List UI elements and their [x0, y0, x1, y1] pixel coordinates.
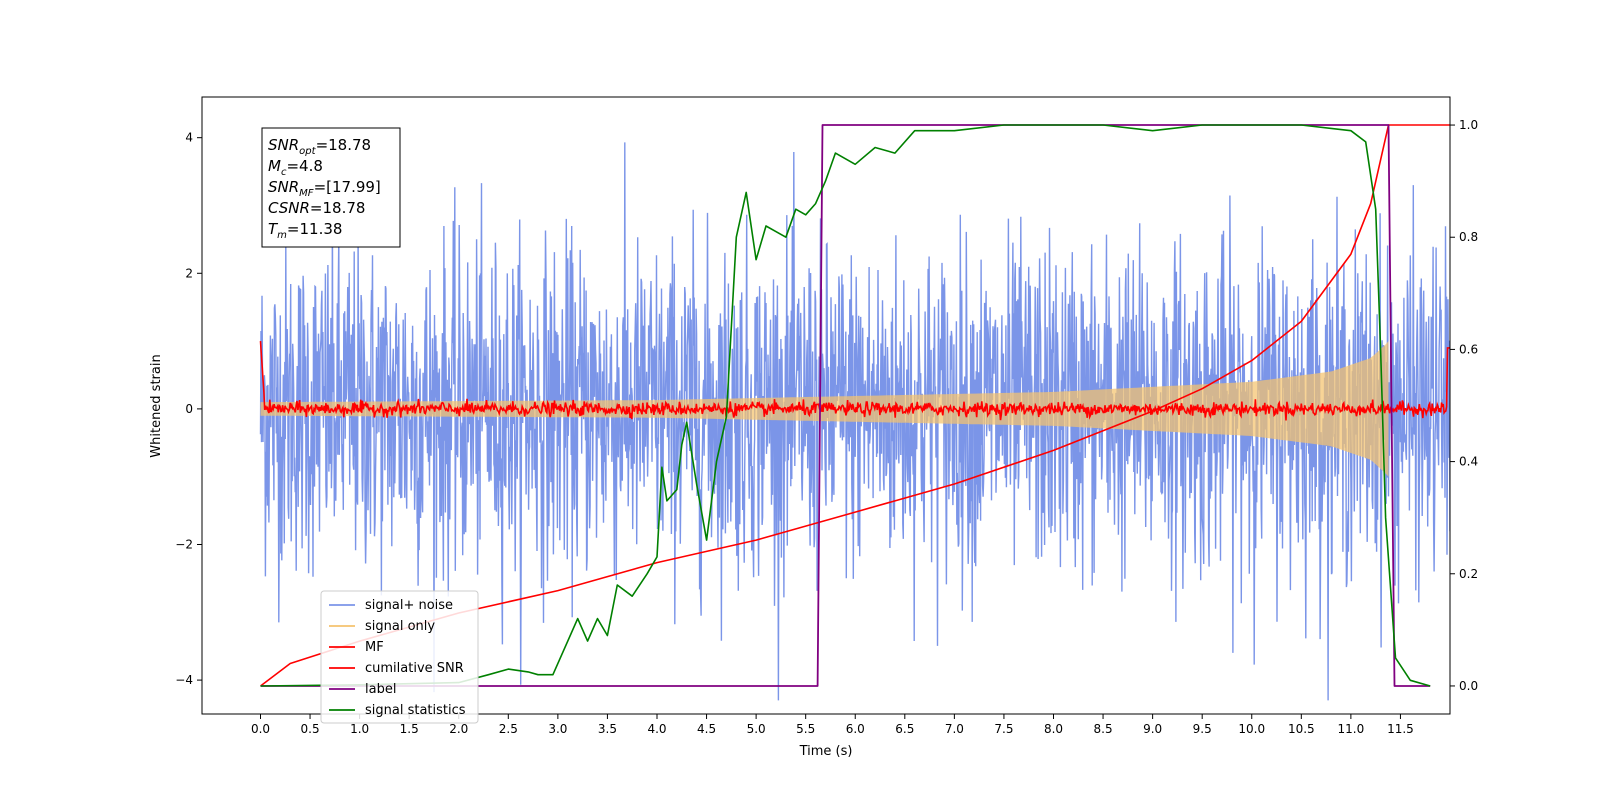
- axes-frame: [201, 96, 1451, 715]
- y-tick-label: 2: [185, 266, 193, 280]
- series-signal-statistics: [260, 124, 1431, 687]
- y2-tick-label: 0.2: [1459, 567, 1478, 581]
- x-tick-label: 1.5: [400, 722, 419, 736]
- x-tick-label: 7.5: [994, 722, 1013, 736]
- x-tick-label: 11.5: [1387, 722, 1414, 736]
- x-tick-label: 8.5: [1094, 722, 1113, 736]
- x-tick-label: 7.0: [945, 722, 964, 736]
- x-tick-label: 2.0: [449, 722, 468, 736]
- legend-label: label: [365, 682, 396, 697]
- y-axis-left: 4 2 0 −2 −4: [175, 131, 202, 687]
- series-signal-only: [260, 341, 1389, 477]
- x-tick-label: 11.0: [1338, 722, 1365, 736]
- y2-tick-label: 1.0: [1459, 118, 1478, 132]
- annotation-line: Mc=4.8: [268, 157, 323, 178]
- y-tick-label: −4: [175, 673, 193, 687]
- x-tick-label: 6.0: [846, 722, 865, 736]
- y-tick-label: 4: [185, 131, 193, 145]
- x-axis: 0.0 0.5 1.0 1.5 2.0 2.5 3.0 3.5 4.0 4.5 5.0 5.5 6.0 6…: [251, 714, 1414, 736]
- y2-tick-label: 0.0: [1459, 679, 1478, 693]
- series-mf: [259, 341, 1450, 421]
- annotation-line: SNRMF=[17.99]: [268, 178, 381, 199]
- x-axis-label: Time (s): [799, 744, 853, 759]
- x-tick-label: 0.5: [301, 722, 320, 736]
- legend-label: cumilative SNR: [365, 661, 464, 676]
- legend: signal+ noise signal only MF cumilative SNR…: [320, 590, 479, 724]
- x-tick-label: 9.0: [1143, 722, 1162, 736]
- legend-label: signal only: [365, 619, 435, 634]
- y-axis-right: 1.0 0.8 0.6 0.4 0.2 0.0: [1450, 118, 1478, 693]
- x-tick-label: 0.0: [251, 722, 270, 736]
- annotation-line: Tm=11.38: [268, 220, 342, 241]
- x-tick-label: 6.5: [895, 722, 914, 736]
- annotation-line: SNRopt=18.78: [268, 136, 371, 157]
- y2-tick-label: 0.8: [1459, 230, 1478, 244]
- x-tick-label: 10.0: [1238, 722, 1265, 736]
- legend-frame: [320, 590, 479, 724]
- x-tick-label: 3.5: [598, 722, 617, 736]
- y-axis-label: Whitened strain: [149, 354, 164, 457]
- x-tick-label: 10.5: [1288, 722, 1315, 736]
- legend-label: signal+ noise: [365, 598, 453, 613]
- x-tick-label: 9.5: [1193, 722, 1212, 736]
- x-tick-label: 4.5: [697, 722, 716, 736]
- annotation-text: SNRopt=18.78Mc=4.8SNRMF=[17.99]CSNR=18.7…: [268, 136, 381, 241]
- y2-tick-label: 0.4: [1459, 455, 1478, 469]
- x-tick-label: 2.5: [499, 722, 518, 736]
- annotation-line: CSNR=18.78: [268, 199, 365, 217]
- annotation-box: SNRopt=18.78Mc=4.8SNRMF=[17.99]CSNR=18.7…: [261, 127, 401, 248]
- y-tick-label: 0: [185, 402, 193, 416]
- x-tick-label: 8.0: [1044, 722, 1063, 736]
- y2-tick-label: 0.6: [1459, 342, 1478, 356]
- x-tick-label: 4.0: [647, 722, 666, 736]
- legend-label: signal statistics: [365, 703, 466, 718]
- legend-label: MF: [365, 640, 384, 655]
- x-tick-label: 5.0: [747, 722, 766, 736]
- x-tick-label: 3.0: [548, 722, 567, 736]
- y-tick-label: −2: [175, 537, 193, 551]
- legend-items: signal+ noise signal only MF cumilative SNR…: [329, 598, 466, 718]
- x-tick-label: 1.0: [350, 722, 369, 736]
- annotation-frame: [261, 127, 401, 248]
- x-tick-label: 5.5: [796, 722, 815, 736]
